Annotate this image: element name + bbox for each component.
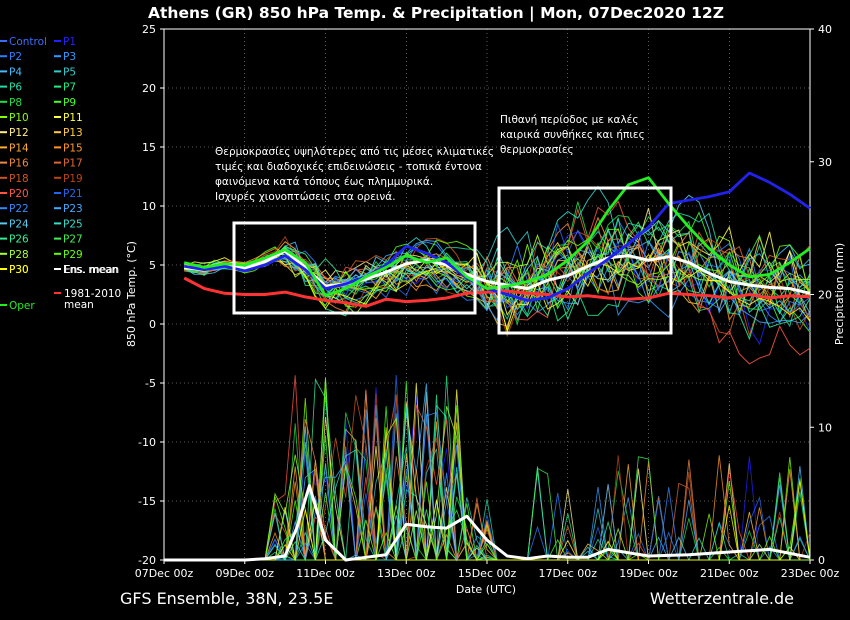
x-tick-label: 11Dec 00z	[296, 567, 355, 580]
annotation-1-line: τιμές και διαδοχικές επιδεινώσεις - τοπι…	[215, 161, 482, 173]
y2-axis-label: Precipitation (mm)	[833, 243, 846, 345]
legend-label: P17	[63, 158, 83, 170]
ensemble-member-line	[183, 235, 811, 327]
legend-label: P16	[9, 158, 29, 170]
series-control	[183, 171, 811, 302]
legend-label: P1	[63, 36, 76, 48]
legend-label: P11	[63, 112, 83, 124]
legend-label: P21	[63, 188, 83, 200]
legend-label: P23	[63, 203, 83, 215]
legend-label: P5	[63, 66, 76, 78]
legend: Control P1 P2 P3 P4 P5 P6 P7 P8 P9 P10 P11 P12 P13 P14…	[0, 36, 121, 312]
legend-label: P4	[9, 66, 22, 78]
legend-label: P20	[9, 188, 29, 200]
legend-label: P27	[63, 234, 83, 246]
series-ens-mean-precip	[164, 484, 811, 562]
precip-member-line	[164, 391, 810, 561]
annotation-boxes: Θερμοκρασίες υψηλότερες από τις μέσες κλ…	[215, 114, 673, 335]
series-oper	[183, 176, 811, 298]
legend-label: Ens. mean	[64, 264, 119, 276]
y2-tick-label: 30	[818, 156, 832, 169]
ensemble-member-line	[184, 233, 811, 315]
legend-label: P7	[63, 82, 76, 94]
precip-member-line	[164, 405, 811, 561]
x-tick-label: 15Dec 00z	[458, 567, 517, 580]
ensemble-member-line	[184, 239, 811, 324]
y-tick-label: 5	[149, 259, 156, 272]
y2-tick-label: 0	[818, 554, 825, 567]
chart-title: Athens (GR) 850 hPa Temp. & Precipitatio…	[148, 4, 724, 23]
annotation-1-line: Ισχυρές χιονοπτώσεις στα ορεινά.	[215, 191, 396, 203]
y-tick-label: -10	[138, 436, 156, 449]
y2-tick-label: 40	[818, 23, 832, 36]
legend-label: P14	[9, 142, 29, 154]
legend-label: P24	[9, 218, 29, 230]
legend-label: Oper	[9, 300, 35, 312]
legend-label: P28	[9, 249, 29, 261]
precip-member-line	[164, 427, 811, 562]
annotation-2-line: καιρικά συνθήκες και ήπιες	[500, 129, 645, 141]
legend-label: P2	[9, 51, 22, 63]
legend-label: P22	[9, 203, 29, 215]
legend-label: P29	[63, 249, 83, 261]
y-tick-label: 25	[142, 23, 156, 36]
ensemble-member-line	[184, 252, 811, 334]
y-axis-label: 850 hPa Temp. (°C)	[125, 241, 138, 347]
legend-label: P6	[9, 82, 22, 94]
annotation-2-line: θερμοκρασίες	[500, 144, 574, 156]
legend-label: P3	[63, 51, 76, 63]
x-tick-label: 09Dec 00z	[215, 567, 274, 580]
legend-label: P18	[9, 173, 29, 185]
legend-label: P13	[63, 127, 83, 139]
annotation-2-line: Πιθανή περίοδος με καλές	[500, 114, 639, 126]
series-ens-mean	[184, 249, 811, 295]
precip-lines	[164, 374, 811, 562]
plot-axes: -20 -15 -10 -5 0 5 10 15 20 25 0 10 20 30 40 07Dec 00z 0…	[135, 23, 840, 580]
legend-label: P26	[9, 234, 29, 246]
annotation-box-1	[232, 221, 477, 315]
precip-member-line	[164, 390, 810, 562]
annotation-1-line: φαινόμενα κατά τόπους έως πλημμυρικά.	[215, 176, 433, 188]
y-tick-label: -5	[145, 377, 156, 390]
x-axis-label: Date (UTC)	[456, 583, 516, 596]
precip-member-line	[164, 390, 810, 561]
y2-tick-label: 10	[818, 421, 832, 434]
legend-label: Control	[9, 36, 47, 48]
y-tick-label: 0	[149, 318, 156, 331]
precip-member-line	[164, 389, 810, 561]
footer-brand: Wetterzentrale.de	[649, 589, 794, 608]
legend-label: P30	[9, 264, 29, 276]
precip-member-line	[164, 444, 810, 561]
legend-label: P10	[9, 112, 29, 124]
legend-label: P8	[9, 97, 22, 109]
footer-model-info: GFS Ensemble, 38N, 23.5E	[120, 589, 334, 608]
legend-label: Ens. mean	[63, 264, 118, 276]
annotation-1-line: Θερμοκρασίες υψηλότερες από τις μέσες κλ…	[215, 146, 494, 158]
legend-label: P15	[63, 142, 83, 154]
y-tick-label: 20	[142, 82, 156, 95]
x-tick-label: 19Dec 00z	[619, 567, 678, 580]
precip-member-line	[164, 404, 811, 562]
legend-label: P12	[9, 127, 29, 139]
y2-tick-label: 20	[818, 289, 832, 302]
ensemble-member-line	[184, 208, 811, 332]
x-tick-label: 23Dec 00z	[781, 567, 840, 580]
x-tick-label: 07Dec 00z	[135, 567, 194, 580]
main-series	[164, 171, 811, 562]
y-tick-label: 10	[142, 200, 156, 213]
x-tick-label: 17Dec 00z	[538, 567, 597, 580]
legend-label: 1981-2010 mean	[64, 288, 121, 311]
y-tick-label: -20	[138, 554, 156, 567]
y-tick-label: -15	[138, 495, 156, 508]
precip-member-line	[164, 393, 811, 561]
legend-label: P30	[9, 264, 29, 276]
legend-label: P25	[63, 218, 83, 230]
legend-label: P19	[63, 173, 83, 185]
y-tick-label: 15	[142, 141, 156, 154]
legend-label: P9	[63, 97, 76, 109]
x-tick-label: 21Dec 00z	[700, 567, 759, 580]
annotation-box-2	[497, 186, 673, 335]
x-tick-label: 13Dec 00z	[377, 567, 436, 580]
